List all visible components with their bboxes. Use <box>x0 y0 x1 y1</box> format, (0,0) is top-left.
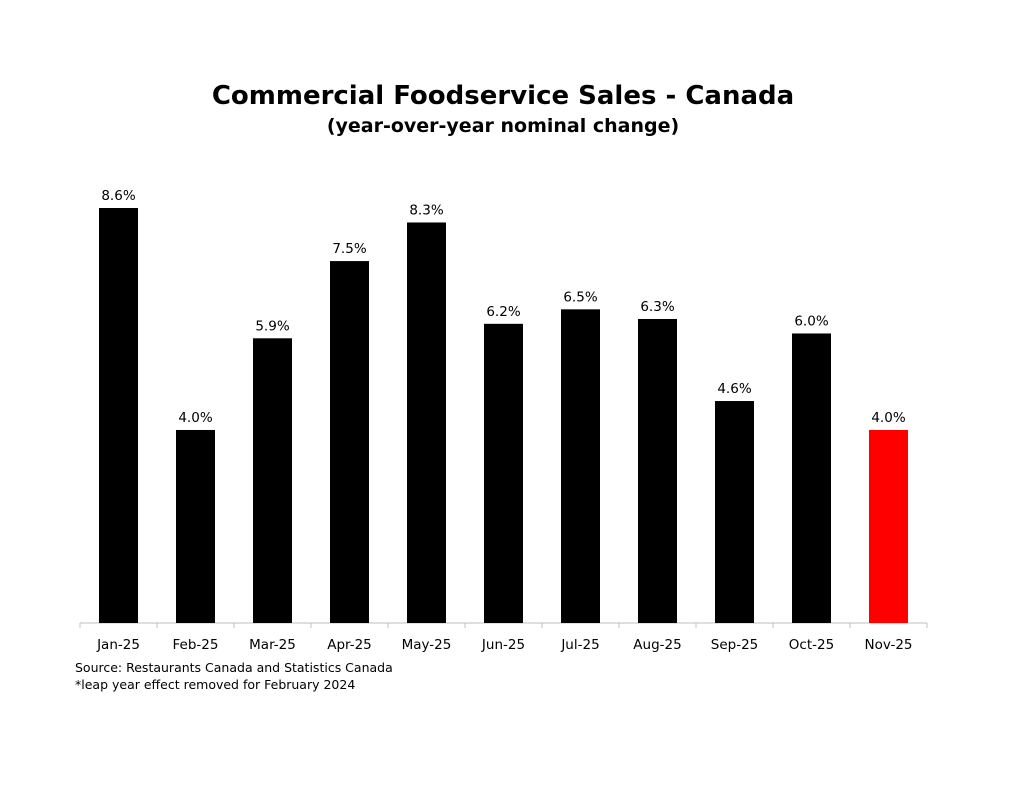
data-label-jul-25: 6.5% <box>563 289 597 305</box>
bar-apr-25 <box>330 261 369 623</box>
x-tick-label-jan-25: Jan-25 <box>96 637 140 653</box>
bar-jul-25 <box>561 309 600 623</box>
bar-oct-25 <box>792 333 831 623</box>
bar-jun-25 <box>484 323 523 623</box>
data-label-jun-25: 6.2% <box>486 304 520 320</box>
x-tick-label-nov-25: Nov-25 <box>864 637 912 653</box>
bar-sep-25 <box>715 401 754 623</box>
source-note: Source: Restaurants Canada and Statistic… <box>75 660 393 675</box>
chart-subtitle: (year-over-year nominal change) <box>326 115 680 137</box>
x-tick-label-aug-25: Aug-25 <box>633 637 681 653</box>
data-label-nov-25: 4.0% <box>871 410 905 426</box>
x-tick-label-may-25: May-25 <box>402 637 452 653</box>
data-labels: 8.6% 4.0% 5.9% 7.5% 8.3% 6.2% 6.5% 6.3% 4.6% 6.0%… <box>101 188 905 426</box>
bar-jan-25 <box>99 208 138 623</box>
data-label-feb-25: 4.0% <box>178 410 212 426</box>
x-tick-labels: Jan-25 Feb-25 Mar-25 Apr-25 May-25 Jun-25 Jul-… <box>96 637 912 653</box>
leap-year-note: *leap year effect removed for February 2… <box>75 677 356 692</box>
data-label-jan-25: 8.6% <box>101 188 135 204</box>
bar-nov-25 <box>869 429 908 623</box>
x-tick-label-feb-25: Feb-25 <box>173 637 219 653</box>
bar-feb-25 <box>176 429 215 623</box>
x-tick-label-jul-25: Jul-25 <box>560 637 599 653</box>
x-axis-ticks <box>79 623 928 628</box>
bar-aug-25 <box>638 318 677 623</box>
data-label-apr-25: 7.5% <box>332 241 366 257</box>
x-tick-label-oct-25: Oct-25 <box>789 637 834 653</box>
data-label-mar-25: 5.9% <box>255 318 289 334</box>
data-label-aug-25: 6.3% <box>640 299 674 315</box>
x-tick-label-apr-25: Apr-25 <box>327 637 372 653</box>
bar-may-25 <box>407 222 446 623</box>
data-label-oct-25: 6.0% <box>794 313 828 329</box>
bars <box>99 208 908 623</box>
chart-title: Commercial Foodservice Sales - Canada <box>211 81 795 111</box>
x-tick-label-sep-25: Sep-25 <box>711 637 759 653</box>
x-tick-label-jun-25: Jun-25 <box>481 637 525 653</box>
data-label-sep-25: 4.6% <box>717 381 751 397</box>
x-tick-label-mar-25: Mar-25 <box>249 637 296 653</box>
data-label-may-25: 8.3% <box>409 202 443 218</box>
bar-mar-25 <box>253 338 292 623</box>
